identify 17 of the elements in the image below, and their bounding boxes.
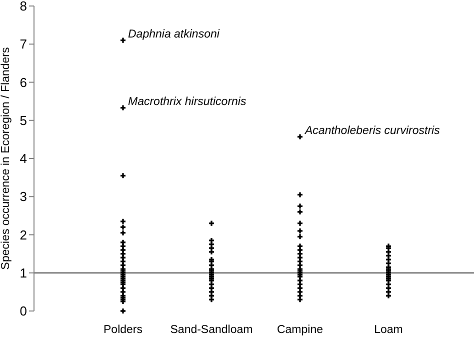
- annotation: Daphnia atkinsoni: [128, 28, 220, 40]
- x-tick-label: Campine: [276, 324, 324, 336]
- y-tick-label: 2: [20, 227, 27, 242]
- y-axis-title: Species occurrence in Ecoregion / Flanders: [0, 47, 12, 270]
- y-tick-label: 4: [20, 151, 27, 166]
- x-tick-label: Polders: [104, 324, 143, 336]
- annotation: Acantholeberis curvirostris: [304, 124, 440, 137]
- y-tick-label: 8: [20, 0, 27, 14]
- y-tick-label: 1: [20, 265, 27, 280]
- x-tick-label: Loam: [374, 324, 403, 336]
- x-tick-label: Sand-Sandloam: [170, 324, 253, 336]
- y-tick-label: 3: [20, 189, 27, 204]
- y-tick-label: 6: [20, 74, 27, 90]
- y-tick-label: 0: [20, 304, 27, 319]
- y-tick-label: 7: [20, 36, 27, 52]
- annotation: Macrothrix hirsuticornis: [128, 96, 246, 108]
- y-tick-label: 5: [20, 112, 27, 128]
